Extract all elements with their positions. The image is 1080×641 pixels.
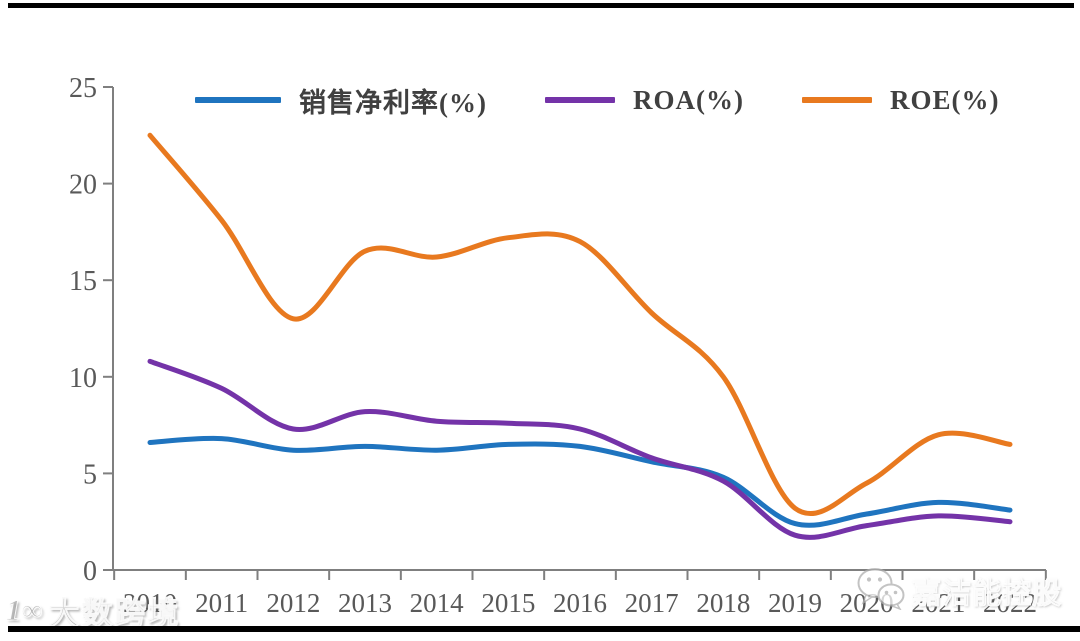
- series-line-net-margin: [147, 435, 1013, 528]
- y-tick-label: 10: [69, 363, 97, 394]
- y-tick-label: 25: [69, 73, 97, 104]
- roa-line-swatch: [544, 97, 615, 103]
- chart-legend: 销售净利率(%) ROA(%) ROE(%): [195, 78, 999, 122]
- legend-label-roa: ROA(%): [632, 84, 744, 115]
- x-tick-label: 2010: [123, 588, 177, 618]
- series-line-roa: [147, 358, 1013, 540]
- legend-label-net-margin: 销售净利率(%): [299, 87, 487, 118]
- x-tick-label: 2011: [195, 588, 248, 618]
- top-border-bar: [8, 3, 1074, 8]
- y-tick-label: 5: [83, 459, 97, 490]
- x-tick-label: 2015: [481, 588, 535, 618]
- bottom-border-bar: [8, 626, 1080, 632]
- x-tick-label: 2017: [625, 588, 679, 618]
- x-tick-label: 2019: [768, 588, 822, 618]
- x-tick-label: 2016: [553, 588, 607, 618]
- y-tick-label: 15: [69, 266, 97, 297]
- y-tick-label: 0: [83, 556, 97, 587]
- net-margin-line-swatch: [195, 97, 281, 103]
- series-line-roe: [147, 132, 1013, 517]
- x-tick-label: 2018: [696, 588, 750, 618]
- y-tick-label: 20: [69, 170, 97, 201]
- legend-item-roe: ROE(%): [801, 84, 1000, 116]
- x-tick-label: 2012: [266, 588, 320, 618]
- x-tick-label: 2013: [338, 588, 392, 618]
- legend-label-roe: ROE(%): [889, 84, 1000, 115]
- x-tick-label: 2021: [911, 588, 965, 618]
- legend-item-net-margin: 销售净利率(%): [195, 81, 487, 120]
- x-tick-label: 2022: [983, 588, 1037, 618]
- roe-line-swatch: [801, 97, 872, 103]
- x-tick-label: 2014: [410, 588, 465, 618]
- x-tick-label: 2020: [840, 588, 894, 618]
- legend-item-roa: ROA(%): [544, 84, 744, 116]
